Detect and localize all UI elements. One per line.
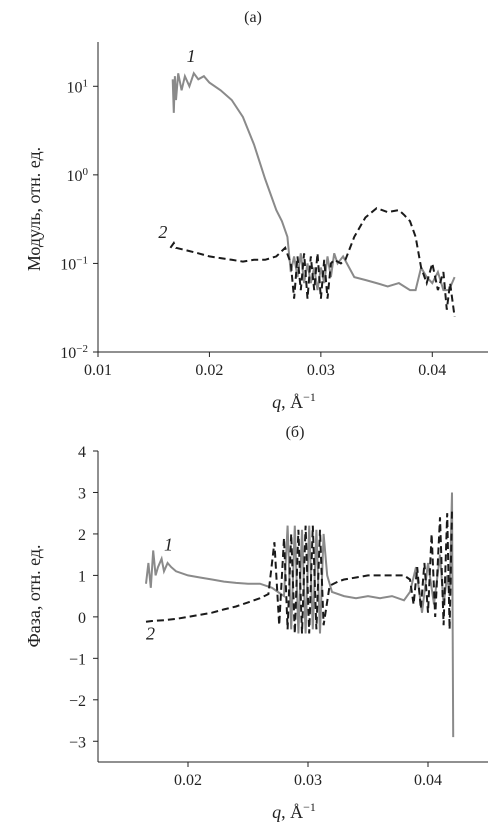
panel-b-plot: 0.02 0.03 0.04 4 3 2 1 0 −1 −2 −3 1 2: [69, 444, 488, 789]
panel-a-x-tick-label: 0.04: [418, 362, 446, 379]
panel-a-series-1-label: 1: [187, 46, 196, 66]
panel-b-xlabel-var: q: [272, 802, 281, 822]
panel-b-series-2-label: 2: [146, 624, 155, 644]
panel-a-x-tick-label: 0.01: [84, 362, 112, 379]
panel-b-series-1-line: [145, 492, 455, 738]
panel-a-y-tick-label: 100: [67, 166, 89, 185]
panel-b-label: (б): [286, 424, 305, 441]
panel-b-xlabel: q, Å−1: [272, 800, 316, 822]
panel-b-x-tick-label: 0.02: [174, 772, 202, 789]
panel-b-series-1-label: 1: [164, 535, 173, 555]
panel-a: (а) 0.01 0.02 0.03 0.04 101 100 10−1 10−2 1 2 q, …: [24, 9, 488, 412]
panel-a-xlabel: q, Å−1: [272, 390, 316, 412]
panel-b-xlabel-unit: , Å: [281, 802, 303, 822]
panel-b-x-tick-label: 0.04: [414, 772, 442, 789]
panel-a-xlabel-exp: −1: [303, 390, 316, 404]
panel-b-y-tick-label: −2: [69, 693, 86, 710]
panel-a-y-tick-label: 10−1: [60, 254, 88, 273]
panel-a-ylabel: Модуль, отн. ед.: [24, 147, 44, 271]
panel-a-label: (а): [244, 9, 262, 26]
panel-b-y-tick-label: 2: [78, 527, 86, 544]
panel-a-xlabel-unit: , Å: [281, 392, 303, 412]
panel-b-y-tick-label: 3: [78, 485, 86, 502]
panel-b-y-tick-label: −1: [69, 651, 86, 668]
panel-b-ylabel: Фаза, отн. ед.: [24, 545, 44, 648]
panel-b-y-tick-label: 4: [78, 444, 86, 461]
panel-a-x-tick-label: 0.02: [195, 362, 223, 379]
panel-b-series-2-line: [145, 509, 453, 634]
panel-b-y-tick-label: −3: [69, 734, 86, 751]
panel-a-plot: 0.01 0.02 0.03 0.04 101 100 10−1 10−2 1 2: [60, 42, 488, 379]
panel-a-xlabel-var: q: [272, 392, 281, 412]
panel-a-series-1-line: [171, 71, 456, 292]
panel-a-x-tick-label: 0.03: [307, 362, 335, 379]
panel-b-y-tick-label: 1: [78, 568, 86, 585]
panel-a-y-tick-label: 101: [67, 77, 89, 96]
panel-a-series-2-label: 2: [158, 222, 167, 242]
panel-b-x-tick-label: 0.03: [294, 772, 322, 789]
panel-a-y-tick-label: 10−2: [60, 343, 88, 362]
panel-b-y-tick-label: 0: [78, 610, 86, 627]
panel-b-xlabel-exp: −1: [303, 800, 316, 814]
panel-a-series-2-line: [169, 207, 456, 317]
